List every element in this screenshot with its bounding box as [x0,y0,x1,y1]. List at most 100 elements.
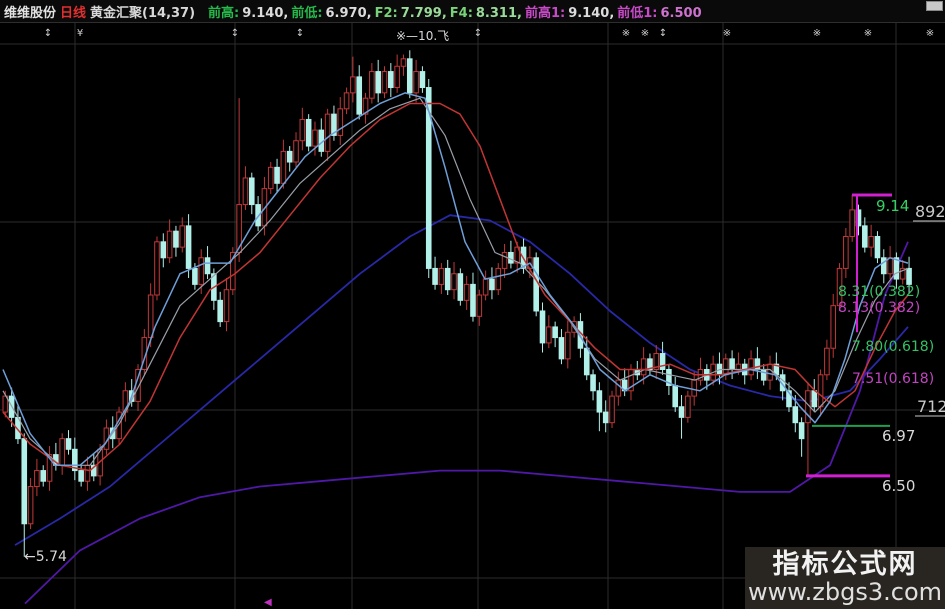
candle-up [830,305,837,349]
candle-down [666,368,672,386]
event-marker-icon[interactable]: ※ [926,28,934,39]
candle-up [640,358,647,376]
candle-down [647,358,653,370]
price-label: 6.50 [882,477,915,495]
candle-up [324,113,331,152]
event-marker-icon[interactable]: ※ [723,28,731,39]
candle-down [375,71,381,94]
fib-label: 7.51(0.618) [852,371,934,387]
candle-up [84,464,91,482]
candle-down [583,347,590,376]
level-lines [806,193,892,478]
candle-up [817,374,824,408]
fib-labels: 8.31(0.382)8.13(0.382) 7.80(0.618) 7.51(0.… [838,284,934,387]
candle-up [34,470,40,488]
candle-up [653,353,660,370]
candle-up [299,118,306,142]
event-marker-icon[interactable]: ↕ [474,28,482,39]
candle-up [147,294,154,339]
event-marker-icon[interactable]: ↕ [296,28,304,39]
watermark-url[interactable]: www.zbgs3.com [747,577,943,606]
price-label: 892 [915,202,945,221]
candle-up [27,486,34,525]
candle-down [508,251,514,264]
candle-up [343,92,350,110]
param-value: 6.500 [660,5,702,21]
candle-up [546,326,552,344]
candle-up [501,251,508,269]
candle-down [792,406,799,424]
candle-up [230,251,236,291]
param-label: F2: [374,5,398,21]
param-value: 9.140, [568,5,615,21]
candle-down [406,58,413,94]
candle-down [489,278,495,291]
event-marker-icon[interactable]: ※ [813,28,821,39]
candle-down [204,257,211,275]
candle-up [362,97,369,115]
fib-label: 8.31(0.382) [838,284,920,300]
candle-up [154,241,160,296]
event-marker-icon[interactable]: ↕ [231,28,239,39]
price-label: 9.14 [876,197,909,215]
candle-down [40,470,47,482]
event-marker-icon[interactable]: ↕ [659,28,667,39]
candle-up [609,395,615,424]
candle-down [217,299,223,323]
indicator-params: 前高: 9.140, 前低: 6.970, F2: 7.799, F4: 8.311, 前高1:… [205,2,702,21]
event-marker-icon[interactable]: ※ [641,28,649,39]
candle-down [173,230,179,248]
candle-down [90,464,97,477]
candle-down [185,225,192,269]
candle-down [558,337,565,360]
candle-up [691,379,697,397]
candle-down [880,257,887,275]
candle-up [767,363,773,381]
candle-down [432,267,438,285]
indicator-name[interactable]: 黄金汇聚(14,37) [90,5,196,21]
candle-down [678,406,685,418]
candle-up [46,454,53,482]
candle-up [735,363,742,370]
candle-down [331,113,337,136]
candle-up [482,278,489,296]
grid [0,23,945,609]
param-label: 前低: [291,5,323,21]
candle-up [337,108,344,136]
candle-down [893,257,900,280]
candle-down [457,273,464,301]
candle-up [394,65,400,89]
window-control[interactable] [926,1,943,11]
event-marker-icon[interactable]: ※ [864,28,872,39]
candle-up [293,140,299,163]
annotations: ←5.74 ※—10.飞 ◀ [24,29,449,608]
candle-up [722,358,729,376]
candle-down [533,257,539,312]
event-marker-icon[interactable]: ※ [622,28,630,39]
candle-up [236,204,242,253]
period-label[interactable]: 日线 [60,5,87,21]
param-label: F4: [449,5,473,21]
fib-label: 7.80(0.618) [852,339,934,355]
annotation: ※—10.飞 [396,29,449,43]
candle-down [78,470,84,482]
watermark-title: 指标公式网 [772,549,918,581]
event-marker-icon[interactable]: ↕ [44,28,52,39]
candle-down [798,422,805,440]
candle-down [21,438,28,525]
event-marker-icon[interactable]: ¥ [77,28,83,39]
candle-down [659,353,666,370]
ma-blue [2,92,909,467]
param-value: 8.311, [475,5,522,21]
title-bar: 维维股份 日线 黄金汇聚(14,37) 前高: 9.140, 前低: 6.970, F2… [0,0,945,23]
candle-up [843,235,849,269]
candle-down [539,310,546,344]
annotation: ←5.74 [24,549,67,565]
candle-up [824,347,830,376]
candle-down [760,368,767,381]
stock-name[interactable]: 维维股份 [4,5,57,21]
candle-down [72,448,78,472]
param-label: 前高1: [524,5,566,21]
candle-up [899,267,906,280]
